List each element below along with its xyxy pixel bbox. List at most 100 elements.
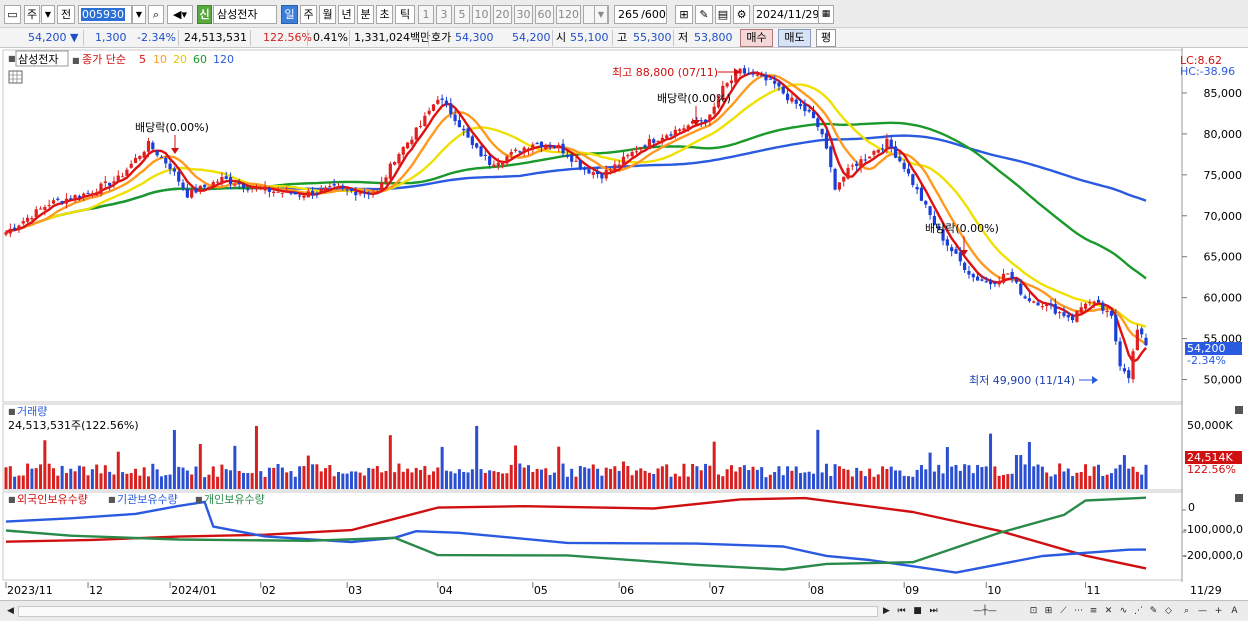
horizontal-scrollbar[interactable] — [18, 606, 878, 617]
count-input[interactable]: 265 — [614, 5, 642, 24]
search-icon[interactable]: ⌕ — [148, 5, 164, 24]
stock-code-input[interactable]: 005930 — [78, 5, 132, 24]
volume-bar — [989, 433, 993, 489]
candle-body — [842, 176, 846, 182]
pen-tool-icon[interactable]: ✎ — [1149, 606, 1158, 616]
date-input[interactable]: 2024/11/29 — [753, 5, 819, 24]
candle-body — [449, 103, 453, 115]
line-tool-icon[interactable]: ⟋ — [1060, 606, 1067, 616]
interval-5-button[interactable]: 5 — [454, 5, 470, 24]
interval-3-button[interactable]: 3 — [436, 5, 452, 24]
volume-close-icon[interactable] — [1235, 406, 1243, 414]
interval-60-button[interactable]: 60 — [535, 5, 554, 24]
candle-body — [855, 163, 859, 167]
candle-body — [928, 206, 932, 216]
period-year-button[interactable]: 년 — [338, 5, 355, 24]
layout-icon[interactable]: ⊞ — [1044, 606, 1053, 616]
grid — [1182, 509, 1186, 557]
price-panel[interactable] — [2, 49, 1183, 403]
last-change-text: -2.34% — [1187, 354, 1226, 367]
period-minute-button[interactable]: 분 — [357, 5, 374, 24]
stock-name-field[interactable]: 삼성전자 — [213, 5, 277, 24]
volume-bar — [704, 463, 708, 489]
speaker-icon[interactable]: ◀▾ — [167, 5, 193, 24]
stop-icon[interactable]: ■ — [913, 606, 922, 616]
volume-bar — [86, 475, 90, 489]
buy-button[interactable]: 매수 — [740, 29, 773, 47]
candle-body — [863, 159, 867, 161]
fast-forward-icon[interactable]: ⏭ — [929, 606, 938, 616]
volume-bar — [950, 466, 954, 489]
candle-body — [950, 247, 954, 252]
stock-chart[interactable]: ■ 삼성전자 ■ 종가 단순 5 10 20 60 120 LC:8.62 HC… — [0, 48, 1248, 600]
save-icon[interactable]: ▤ — [715, 5, 731, 24]
candle-body — [457, 120, 462, 128]
table-icon[interactable] — [8, 70, 23, 84]
scroll-right-icon[interactable]: ▶ — [883, 606, 890, 616]
code-dropdown-icon[interactable]: ▼ — [132, 5, 146, 24]
interval-120-button[interactable]: 120 — [556, 5, 581, 24]
candle-body — [613, 164, 617, 171]
holdings-tick-1: -100,000,0 — [1183, 523, 1243, 536]
volume-bar — [319, 471, 323, 489]
market-dropdown-icon[interactable]: ▼ — [41, 5, 55, 24]
scroll-left-icon[interactable]: ◀ — [7, 606, 14, 616]
new-badge[interactable]: 신 — [197, 5, 212, 24]
calendar-icon[interactable]: ▦ — [818, 5, 834, 24]
volume-bar — [682, 463, 686, 489]
shape-tool-icon[interactable]: ◇ — [1165, 606, 1172, 616]
zoom-in-icon[interactable]: + — [1214, 606, 1223, 616]
candle-body — [885, 138, 889, 150]
fib-tool-icon[interactable]: ≡ — [1089, 606, 1098, 616]
zoom-out-icon[interactable]: — — [1198, 606, 1207, 616]
candle-body — [151, 142, 155, 150]
sell-button[interactable]: 매도 — [778, 29, 811, 47]
volume-bar — [211, 466, 215, 489]
candle-body — [328, 186, 332, 188]
interval-10-button[interactable]: 10 — [472, 5, 491, 24]
tools-icon[interactable]: ✎ — [695, 5, 713, 24]
volume-bar — [56, 475, 60, 489]
candle-body — [500, 161, 505, 165]
volume-bar — [259, 471, 263, 489]
crosshair-icon[interactable]: ⊡ — [1029, 606, 1038, 616]
volume-bar — [781, 475, 785, 489]
zoom-icon[interactable]: ⊞ — [675, 5, 693, 24]
window-icon[interactable]: ▭ — [4, 5, 21, 24]
font-size-icon[interactable]: A — [1231, 606, 1238, 616]
volume-bar — [669, 476, 673, 489]
candle-body — [302, 195, 306, 198]
volume-bar — [311, 464, 315, 489]
quote-amount: 1,331,024백만 — [354, 31, 431, 44]
candle-body — [315, 193, 319, 195]
period-day-button[interactable]: 일 — [281, 5, 298, 24]
wave-tool-icon[interactable]: ∿ — [1119, 606, 1128, 616]
period-week-button[interactable]: 주 — [300, 5, 317, 24]
period-second-button[interactable]: 초 — [376, 5, 393, 24]
candle-body — [1040, 306, 1044, 308]
avg-button[interactable]: 평 — [816, 29, 836, 47]
channel-tool-icon[interactable]: ⋰ — [1134, 606, 1143, 616]
gear-icon[interactable]: ⚙ — [733, 5, 750, 24]
zoom-slider[interactable]: —┼— — [973, 606, 997, 616]
volume-bar — [298, 466, 302, 489]
candle-body — [958, 252, 962, 262]
cross-tool-icon[interactable]: ✕ — [1104, 606, 1113, 616]
period-tick-button[interactable]: 틱 — [395, 5, 415, 24]
volume-bar — [557, 446, 561, 489]
volume-bar — [501, 473, 505, 489]
interval-1-button[interactable]: 1 — [418, 5, 434, 24]
interval-dropdown-icon[interactable]: ▼ — [594, 5, 608, 24]
interval-20-button[interactable]: 20 — [493, 5, 512, 24]
holdings-close-icon[interactable] — [1235, 494, 1243, 502]
period-month-button[interactable]: 월 — [319, 5, 336, 24]
volume-bar — [1118, 464, 1122, 489]
rewind-icon[interactable]: ⏮ — [897, 606, 906, 616]
volume-bar — [1040, 466, 1044, 489]
interval-30-button[interactable]: 30 — [514, 5, 533, 24]
magnify-icon[interactable]: ⌕ — [1183, 606, 1190, 616]
candle-body — [410, 139, 414, 145]
market-select[interactable]: 주 — [24, 5, 40, 24]
prev-button[interactable]: 전 — [57, 5, 75, 24]
grid-tool-icon[interactable]: ⋯ — [1074, 606, 1083, 616]
